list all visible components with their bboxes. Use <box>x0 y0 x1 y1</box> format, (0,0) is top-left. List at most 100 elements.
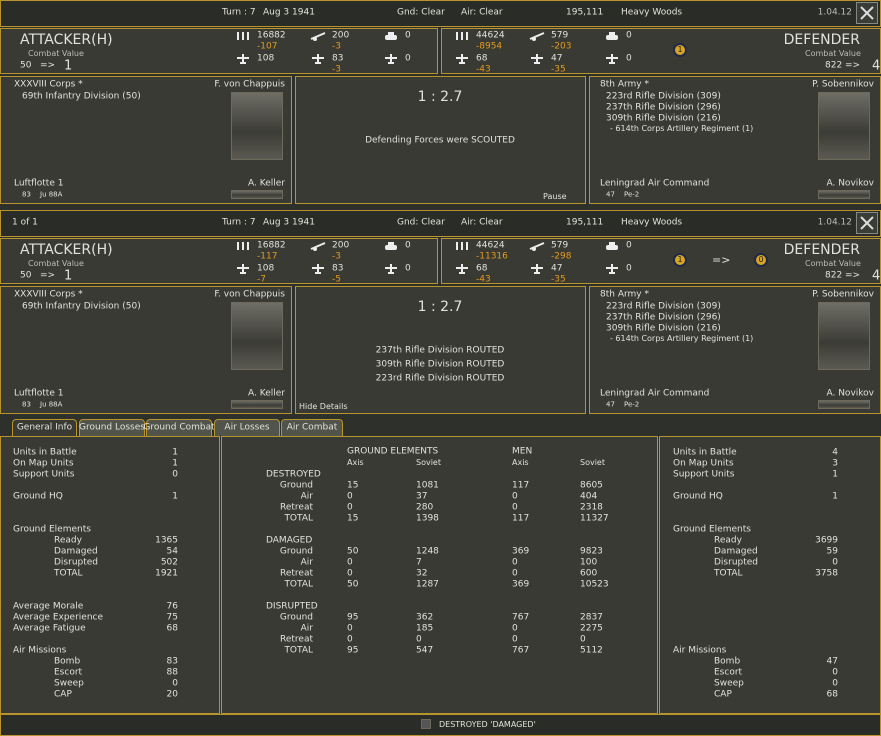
header-air: Air: Clear <box>461 217 503 228</box>
tab[interactable] <box>12 419 77 436</box>
row-label: Ground <box>279 480 313 491</box>
stat-label: Ground HQ <box>673 491 723 502</box>
header-terrain: Heavy Woods <box>621 217 683 228</box>
unit-icon <box>237 32 249 40</box>
subunit-name: - 614th Corps Artillery Regiment (1) <box>610 124 754 133</box>
cell-value: 404 <box>580 491 598 502</box>
air-leader-badge <box>818 190 870 199</box>
stat-label: Escort <box>714 667 743 678</box>
panel-button[interactable]: Hide Details <box>299 402 348 411</box>
close-button[interactable] <box>856 212 878 234</box>
defender-strip <box>441 238 881 284</box>
unit-icon <box>237 264 249 274</box>
tab[interactable] <box>214 419 280 436</box>
stat-loss: -5 <box>332 274 341 285</box>
stat-loss: -3 <box>332 64 341 75</box>
tab[interactable] <box>281 419 343 436</box>
air-leader: A. Novikov <box>826 178 874 189</box>
cell-value: 369 <box>512 579 530 590</box>
stat-loss: -43 <box>476 274 491 285</box>
stat-value: 579 <box>551 240 569 251</box>
aircraft-count: 83 <box>22 190 31 199</box>
battle-counter: 1 of 1 <box>12 217 38 228</box>
cv-from: 50 <box>20 270 32 281</box>
cv-from: 822 <box>825 270 843 281</box>
stat-value: 502 <box>160 557 178 568</box>
attacker-stats-panel <box>0 436 220 714</box>
cell-value: 100 <box>580 557 598 568</box>
header-date: Aug 3 1941 <box>263 7 315 18</box>
stat-value: 0 <box>626 263 632 274</box>
toggle-label[interactable]: DESTROYED 'DAMAGED' <box>439 720 536 729</box>
cv-arrow: => <box>845 270 861 281</box>
unit-icon <box>312 264 324 274</box>
unit-icon <box>310 242 326 251</box>
row-label: Ground <box>279 612 313 623</box>
stat-label: Disrupted <box>54 557 99 568</box>
defender-strip <box>441 28 881 74</box>
cv-to: 4 <box>872 268 881 284</box>
aircraft-type: Ju 88A <box>40 190 63 199</box>
tab[interactable] <box>79 419 145 436</box>
stat-label: Units in Battle <box>673 447 737 458</box>
unit-name: 223rd Rifle Division (309) <box>606 91 721 102</box>
tab-label[interactable]: Air Losses <box>224 422 270 433</box>
unit-name: 237th Rifle Division (296) <box>606 312 721 323</box>
stat-label: Damaged <box>714 546 758 557</box>
leader-portrait <box>231 302 283 370</box>
tab-label[interactable]: Air Combat <box>286 422 338 433</box>
stat-value: 88 <box>166 667 178 678</box>
section-title: Air Missions <box>673 645 727 656</box>
cell-value: 2275 <box>580 623 603 634</box>
cell-value: 95 <box>347 645 359 656</box>
result-message: 309th Rifle Division ROUTED <box>375 359 505 370</box>
stat-value: 0 <box>172 678 178 689</box>
stat-value: 83 <box>166 656 178 667</box>
stat-value: 68 <box>826 689 838 700</box>
aircraft-type: Pe-2 <box>624 400 640 409</box>
panel-button[interactable]: Pause <box>543 192 567 201</box>
tab-label[interactable]: Ground Combat <box>143 422 215 433</box>
cell-value: 362 <box>416 612 434 623</box>
stat-value: 579 <box>551 30 569 41</box>
cell-value: 37 <box>416 491 428 502</box>
stat-label: Support Units <box>673 469 735 480</box>
stat-value: 0 <box>405 263 411 274</box>
unit-icon <box>529 32 545 41</box>
header-hex: 195,111 <box>566 7 604 18</box>
unit-icon <box>456 264 468 274</box>
stat-loss: -3 <box>332 41 341 52</box>
stat-label: Bomb <box>714 656 741 667</box>
cell-value: 0 <box>347 623 353 634</box>
cell-value: 9823 <box>580 546 603 557</box>
cell-value: 0 <box>347 557 353 568</box>
side-label: ATTACKER(H) <box>20 242 113 258</box>
cv-to: 4 <box>872 58 881 74</box>
stat-value: 1921 <box>155 568 178 579</box>
hq-name: XXXVIII Corps * <box>14 79 83 90</box>
tab-label[interactable]: General Info <box>16 422 73 433</box>
table-subheader: Soviet <box>580 458 605 467</box>
cell-value: 11327 <box>580 513 609 524</box>
stat-label: Ready <box>54 535 82 546</box>
result-message: Defending Forces were SCOUTED <box>365 135 515 146</box>
tab[interactable] <box>146 419 212 436</box>
close-button[interactable] <box>856 2 878 24</box>
stat-loss: -35 <box>551 274 566 285</box>
stat-value: 108 <box>257 263 275 274</box>
fort-marker <box>754 253 768 267</box>
unit-icon <box>385 264 397 274</box>
stat-value: 1 <box>172 491 178 502</box>
stat-value: 0 <box>172 469 178 480</box>
cell-value: 0 <box>512 502 518 513</box>
tab-label[interactable]: Ground Losses <box>79 422 145 433</box>
stat-label: Sweep <box>54 678 84 689</box>
toggle-checkbox[interactable] <box>421 719 431 729</box>
air-leader-badge <box>231 400 283 409</box>
section-title: Air Missions <box>13 645 67 656</box>
cell-value: 95 <box>347 612 359 623</box>
cell-value: 0 <box>512 634 518 645</box>
row-label: TOTAL <box>284 513 313 524</box>
stat-loss: -35 <box>551 64 566 75</box>
